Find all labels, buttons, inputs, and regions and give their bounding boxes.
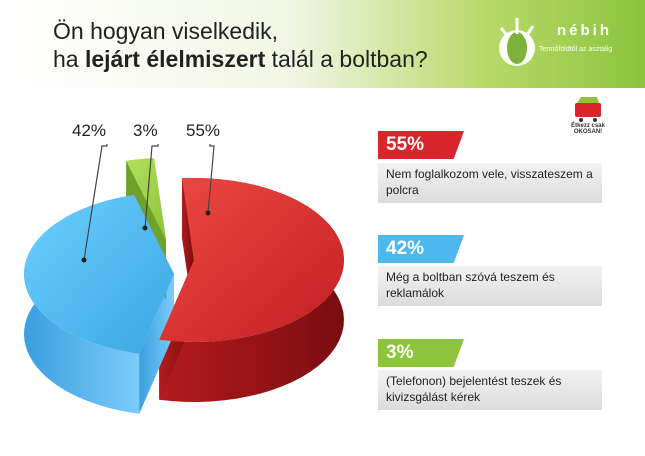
pie-slices (24, 158, 344, 414)
pie-slice-55 (159, 178, 344, 342)
legend-item-42: Még a boltban szóvá teszem és reklamálok (378, 266, 602, 306)
legend-item-55: Nem foglalkozom vele, visszateszem a pol… (378, 163, 602, 203)
pie-slice-3 (126, 158, 166, 240)
callout-line-42 (83, 144, 108, 261)
nebih-logo: nébih Termőföldtől az asztalig (487, 8, 637, 82)
badge-text: Étkezz csak OKOSAN! (571, 123, 605, 135)
okosan-badge: Étkezz csak OKOSAN! (563, 95, 613, 143)
title-line-2-post: talál a boltban? (265, 46, 428, 72)
legend-value-55: 55% (378, 131, 464, 159)
vegetable-basket-icon (499, 18, 535, 66)
pie-slice-42 (24, 194, 174, 354)
legend-text-55: Nem foglalkozom vele, visszateszem a pol… (386, 167, 593, 197)
callout-dot-55 (205, 210, 211, 216)
pie-label-55: 55% (186, 121, 221, 140)
legend-text-3: (Telefonon) bejelentést teszek és kivizs… (386, 374, 562, 404)
header-banner: Ön hogyan viselkedik, ha lejárt élelmisz… (0, 0, 645, 88)
legend-item-3: (Telefonon) bejelentést teszek és kivizs… (378, 370, 602, 410)
logo-subtitle: Termőföldtől az asztalig (539, 46, 613, 53)
shopping-cart-icon (575, 97, 601, 122)
callout-line-3 (144, 144, 159, 229)
callout-line-55 (207, 144, 215, 214)
logo-name: nébih (557, 22, 612, 39)
callout-dot-3 (142, 225, 148, 231)
pie-label-3: 3% (133, 121, 158, 140)
legend-value-3: 3% (378, 339, 464, 367)
pie-label-42: 42% (72, 121, 107, 140)
title-line-2-bold: lejárt élelmiszert (84, 46, 266, 72)
title-line-1: Ön hogyan viselkedik, (53, 18, 279, 44)
legend-value-42: 42% (378, 235, 464, 263)
callout-dot-42 (81, 257, 87, 263)
legend-text-42: Még a boltban szóvá teszem és reklamálok (386, 270, 555, 300)
title-line-2-pre: ha (53, 46, 85, 72)
page-title: Ön hogyan viselkedik, ha lejárt élelmisz… (53, 17, 428, 73)
